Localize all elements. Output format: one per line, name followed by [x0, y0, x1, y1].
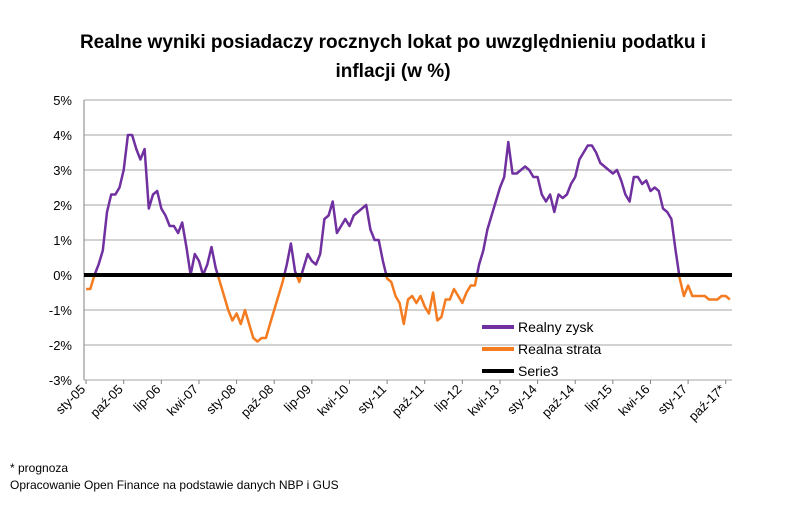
loss-series-line	[216, 274, 286, 343]
legend-realny-zysk-label: Realny zysk	[518, 319, 594, 335]
x-tick-label: sty-14	[504, 382, 540, 418]
loss-series-line	[677, 274, 731, 301]
y-tick-label: 4%	[53, 128, 72, 143]
x-tick-label: kwi-07	[164, 382, 201, 419]
y-tick-label: -3%	[49, 373, 73, 388]
x-tick-label: paź-05	[87, 382, 126, 421]
gain-series-line	[475, 140, 681, 276]
y-tick-label: -1%	[49, 303, 73, 318]
x-tick-label: lip-15	[582, 382, 615, 415]
footnotes: * prognoza Opracowanie Open Finance na p…	[10, 460, 339, 494]
x-tick-label: paź-08	[238, 382, 277, 421]
x-tick-label: kwi-10	[314, 382, 351, 419]
chart-title-line-1: Realne wyniki posiadaczy rocznych lokat …	[79, 32, 707, 53]
gain-series-line	[300, 200, 388, 276]
chart-title: Realne wyniki posiadaczy rocznych lokat …	[0, 28, 786, 86]
x-tick-label: kwi-16	[615, 382, 652, 419]
gain-series-line	[93, 133, 219, 277]
y-tick-label: 2%	[53, 198, 72, 213]
x-tick-label: sty-17	[655, 382, 691, 418]
y-tick-label: 0%	[53, 268, 72, 283]
y-tick-label: 5%	[53, 93, 72, 108]
y-tick-label: 3%	[53, 163, 72, 178]
x-tick-label: paź-17*	[686, 382, 728, 424]
x-tick-label: lip-06	[130, 382, 163, 415]
x-tick-label: paź-11	[389, 382, 427, 420]
loss-series-line	[385, 274, 479, 326]
forecast-note: * prognoza	[10, 461, 69, 475]
x-tick-label: lip-12	[431, 382, 464, 415]
legend-serie3-label: Serie3	[518, 363, 559, 379]
chart-title-line-2: inflacji (w %)	[335, 61, 451, 82]
loss-series-line	[295, 274, 303, 284]
x-tick-label: sty-11	[354, 382, 389, 417]
y-tick-label: 1%	[53, 233, 72, 248]
x-tick-label: lip-09	[281, 382, 314, 415]
loss-series-line	[86, 274, 96, 291]
x-tick-label: paź-14	[539, 382, 578, 421]
gain-series-line	[283, 242, 298, 276]
legend-realna-strata-label: Realna strata	[518, 341, 601, 357]
x-tick-label: sty-08	[203, 382, 239, 418]
source-note: Opracowanie Open Finance na podstawie da…	[10, 478, 339, 492]
y-tick-label: -2%	[49, 338, 73, 353]
x-tick-label: kwi-13	[465, 382, 502, 419]
